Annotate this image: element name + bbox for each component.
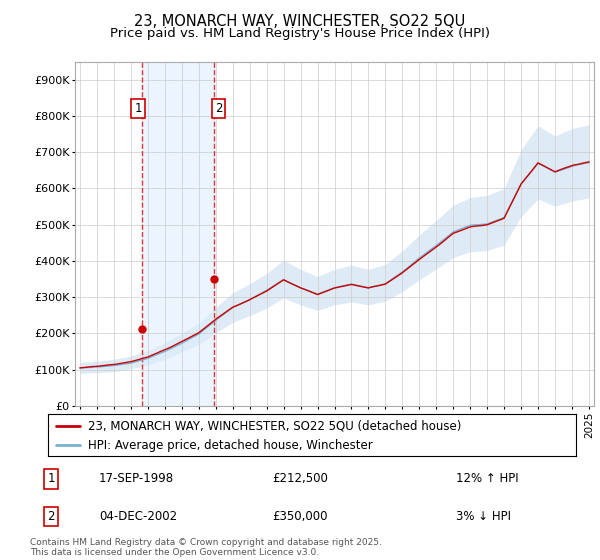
Text: 23, MONARCH WAY, WINCHESTER, SO22 5QU: 23, MONARCH WAY, WINCHESTER, SO22 5QU xyxy=(134,14,466,29)
Text: Contains HM Land Registry data © Crown copyright and database right 2025.
This d: Contains HM Land Registry data © Crown c… xyxy=(30,538,382,557)
Bar xyxy=(142,62,214,406)
Text: £212,500: £212,500 xyxy=(272,472,328,486)
Text: HPI: Average price, detached house, Winchester: HPI: Average price, detached house, Winc… xyxy=(88,438,373,451)
Text: 04-DEC-2002: 04-DEC-2002 xyxy=(99,510,177,523)
Text: 17-SEP-1998: 17-SEP-1998 xyxy=(99,472,174,486)
Text: £350,000: £350,000 xyxy=(272,510,328,523)
Text: Price paid vs. HM Land Registry's House Price Index (HPI): Price paid vs. HM Land Registry's House … xyxy=(110,27,490,40)
Text: 2: 2 xyxy=(215,101,223,115)
Text: 12% ↑ HPI: 12% ↑ HPI xyxy=(456,472,518,486)
Text: 1: 1 xyxy=(47,472,55,486)
Text: 2: 2 xyxy=(47,510,55,523)
Text: 1: 1 xyxy=(134,101,142,115)
Text: 23, MONARCH WAY, WINCHESTER, SO22 5QU (detached house): 23, MONARCH WAY, WINCHESTER, SO22 5QU (d… xyxy=(88,419,461,432)
Text: 3% ↓ HPI: 3% ↓ HPI xyxy=(456,510,511,523)
